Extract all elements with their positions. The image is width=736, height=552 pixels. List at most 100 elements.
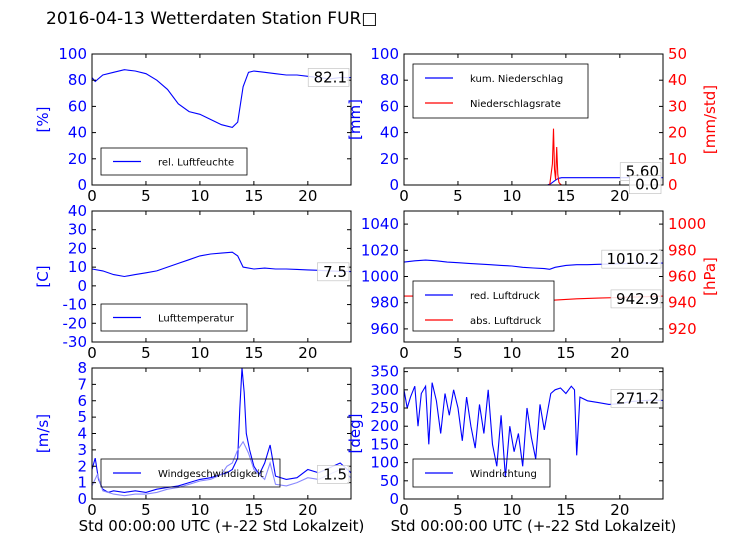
y-right-tick-label: 1000 [668,215,706,233]
y-tick-label: 300 [370,381,399,399]
x-tick-label: 0 [87,501,97,519]
y-tick-label: 5 [77,408,87,426]
y-tick-label: 0 [77,176,87,194]
y-tick-label: 100 [58,45,87,63]
x-tick-label: 0 [87,187,97,205]
axes-frame [91,53,352,186]
y-tick-label: 1040 [361,215,399,233]
y-tick-label: 4 [77,425,87,443]
y-right-tick-label: 30 [668,97,687,115]
y-right-tick-label: 980 [668,241,697,259]
current-value-box [601,249,662,269]
y-tick-label: 100 [370,454,399,472]
x-tick-label: 5 [453,344,463,362]
y-tick-label: 0 [389,490,399,508]
panel-pressure: 0 5 10 15 20 960 980 1000 1020 1040 920 940 960 980 10… [361,210,719,362]
y-right-tick-label: 920 [668,320,697,338]
y-right-tick-label: 960 [668,268,697,286]
current-value-2: 942.9 [616,290,659,308]
figure-title: 2016-04-13 Wetterdaten Station FUR□ [46,9,378,29]
y-tick-label: 1 [77,474,87,492]
x-tick-label: 5 [141,344,151,362]
legend-label: abs. Luftdruck [470,316,541,327]
y-tick-label: 60 [68,97,87,115]
current-value: 82.1 [314,68,347,86]
y-tick-label: 0 [389,176,399,194]
y-tick-label: 80 [68,71,87,89]
current-value: 1010.2 [607,250,660,268]
y-tick-label: 100 [370,45,399,63]
x-tick-label: 20 [298,187,317,205]
x-tick-label: 20 [298,344,317,362]
x-axis-label: Std 00:00:00 UTC (+-22 Std Lokalzeit) [79,517,365,535]
y-tick-label: 40 [68,202,87,220]
y-tick-label: 30 [68,221,87,239]
x-tick-label: 15 [556,344,575,362]
y-tick-label: 1020 [361,241,399,259]
y-tick-label: 150 [370,435,399,453]
y-right-tick-label: 0 [668,176,678,194]
current-value: 271.2 [616,389,659,407]
y-tick-label: 250 [370,399,399,417]
x-tick-label: 5 [141,187,151,205]
y-axis-label-right: [hPa] [701,257,719,296]
y-tick-label: 3 [77,441,87,459]
series-line-humidity-0 [92,69,351,129]
y-tick-label: 2 [77,457,87,475]
x-tick-label: 20 [610,187,629,205]
x-tick-label: 5 [453,187,463,205]
legend-label: kum. Niederschlag [470,74,563,85]
x-tick-label: 15 [556,501,575,519]
y-right-tick-label: 50 [668,45,687,63]
axes-frame [403,367,664,500]
legend-box [412,63,589,119]
current-value-2-box [610,289,662,309]
y-tick-label: -20 [63,314,88,332]
legend-box [100,458,281,488]
legend-label: rel. Luftfeuchte [158,158,234,169]
y-axis-label: [mm] [346,99,364,140]
axes-frame [91,210,352,343]
y-axis-label: [C] [34,265,52,287]
x-tick-label: 10 [190,501,209,519]
x-tick-label: 15 [244,501,263,519]
y-tick-label: 10 [68,258,87,276]
y-tick-label: 40 [380,124,399,142]
y-right-tick-label: 940 [668,294,697,312]
x-tick-label: 15 [244,187,263,205]
legend-label: Lufttemperatur [158,314,235,325]
panel-windspeed: 0 5 10 15 20012345678[m/s]1.5Windgeschwindig… [34,359,364,535]
axes-frame [403,53,664,186]
y-tick-label: 20 [68,239,87,257]
x-tick-label: 10 [190,344,209,362]
x-tick-label: 10 [502,344,521,362]
current-value-2-box [629,175,662,194]
x-tick-label: 20 [610,344,629,362]
y-axis-label: [deg] [346,414,364,454]
legend-label: Windgeschwindigkeit [158,469,264,480]
x-tick-label: 10 [502,187,521,205]
current-value-box [610,389,662,408]
y-tick-label: 960 [370,320,399,338]
y-tick-label: 20 [68,150,87,168]
legend-label: red. Luftdruck [470,291,540,302]
y-tick-label: 8 [77,359,87,377]
x-tick-label: 0 [399,501,409,519]
x-axis-label: Std 00:00:00 UTC (+-22 Std Lokalzeit) [391,517,677,535]
y-axis-label: [%] [34,107,52,133]
current-value-box [317,262,350,282]
y-tick-label: 1000 [361,268,399,286]
panel-humidity: 0 5 10 15 20 0 20 40 60 80 100 [%] 82.1 rel. Luftfeuc… [34,45,352,205]
x-tick-label: 5 [453,501,463,519]
y-tick-label: 80 [380,71,399,89]
series-line-windspeed-0 [92,368,351,493]
y-tick-label: 6 [77,392,87,410]
y-right-tick-label: 10 [668,150,687,168]
y-tick-label: -30 [63,333,88,351]
current-value-box [317,465,350,484]
series-line-temperature-0 [92,251,351,278]
x-tick-label: 15 [556,187,575,205]
current-value: 7.5 [323,263,347,281]
